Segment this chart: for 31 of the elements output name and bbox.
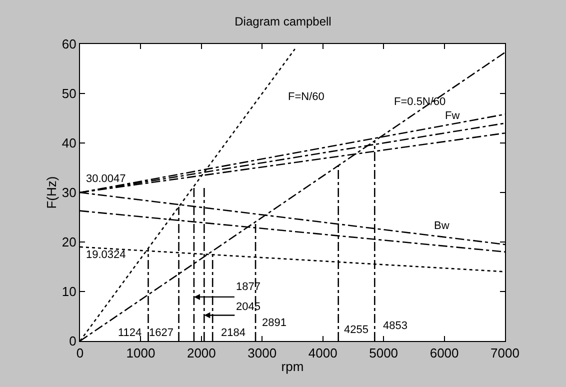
annotation: 1877 bbox=[236, 281, 260, 293]
annotation: 1124 bbox=[118, 327, 142, 339]
y-tick-label: 60 bbox=[62, 36, 76, 52]
x-axis-title: rpm bbox=[281, 359, 304, 374]
x-tick-label: 3000 bbox=[248, 346, 277, 361]
x-tick-label: 6000 bbox=[430, 346, 459, 361]
y-tick-label: 10 bbox=[62, 284, 76, 300]
x-tick-label: 1000 bbox=[126, 346, 156, 361]
chart-title: Diagram campbell bbox=[234, 14, 332, 28]
y-tick-label: 30 bbox=[62, 185, 76, 200]
x-tick-label: 7000 bbox=[490, 346, 520, 361]
annotation: 1627 bbox=[149, 327, 174, 339]
y-axis-title: F(Hz) bbox=[44, 176, 59, 209]
x-tick-label: 2000 bbox=[186, 346, 216, 361]
series-label: F=0.5N/60 bbox=[394, 96, 446, 108]
annotation: 2045 bbox=[236, 301, 260, 313]
annotation: 4255 bbox=[344, 324, 368, 336]
annotation: 30.0047 bbox=[86, 173, 126, 185]
series-label: F=N/60 bbox=[288, 91, 324, 103]
annotation: 2184 bbox=[221, 327, 246, 339]
y-tick-label: 40 bbox=[62, 136, 76, 151]
annotation: 4853 bbox=[383, 320, 408, 332]
y-tick-label: 20 bbox=[62, 234, 76, 250]
annotation: 2891 bbox=[262, 317, 286, 329]
annotation: 19.0324 bbox=[86, 249, 126, 261]
series-label: Bw bbox=[434, 220, 450, 232]
x-tick-label: 4000 bbox=[308, 346, 338, 361]
x-tick-label: 5000 bbox=[369, 346, 398, 361]
y-tick-label: 50 bbox=[62, 86, 76, 102]
series-label: Fw bbox=[445, 110, 460, 122]
y-tick-label: 0 bbox=[69, 334, 76, 349]
